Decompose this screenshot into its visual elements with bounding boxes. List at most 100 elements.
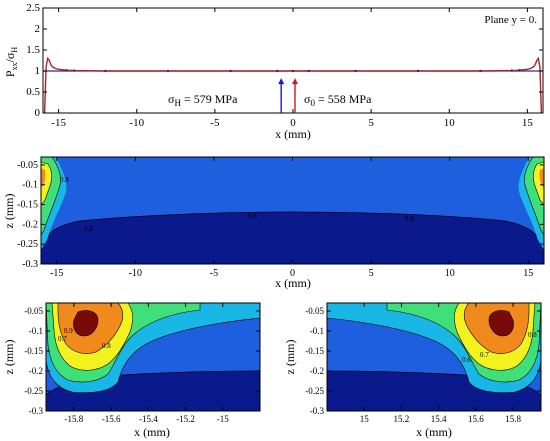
x-tick-label: 15.8 xyxy=(505,414,521,424)
sigma-h-arrow-head xyxy=(278,78,285,85)
y-tick-label: -0.3 xyxy=(22,259,38,270)
zoom-left-contour-label-2: 0.7 xyxy=(58,335,67,343)
series-point xyxy=(307,69,310,73)
x-tick-label: -5 xyxy=(210,117,220,129)
series-red-line xyxy=(43,56,543,113)
y-tick-label: -0.1 xyxy=(310,326,324,336)
x-tick-label: 15.2 xyxy=(394,414,410,424)
zoom-right-contour-label-2: 0.7 xyxy=(480,351,489,359)
sigma-h-label: σH = 579 MPa xyxy=(168,92,238,108)
series-point xyxy=(479,69,482,73)
bottom-right-plot-frame xyxy=(326,302,542,412)
y-tick-label: -0.3 xyxy=(310,406,325,416)
x-tick-label: 10 xyxy=(445,268,455,279)
top-plot-curves xyxy=(43,56,543,113)
series-markers xyxy=(65,68,521,73)
y-tick-label: 2 xyxy=(35,23,41,35)
top-plot-frame xyxy=(42,7,544,114)
x-tick-label: 15.6 xyxy=(468,414,484,424)
y-tick-label: -0.1 xyxy=(29,326,43,336)
contour-region-deep xyxy=(41,211,544,264)
bottom-right-contour-fill xyxy=(327,303,541,411)
top-y-axis-label: Pxx/σH xyxy=(3,47,19,78)
y-tick-label: -0.25 xyxy=(17,239,38,250)
y-tick-label: 1 xyxy=(35,65,41,77)
x-tick-label: -5 xyxy=(210,268,218,279)
x-tick-label: -10 xyxy=(129,268,142,279)
series-point xyxy=(510,69,513,72)
series-point xyxy=(104,69,107,73)
series-point xyxy=(416,69,420,73)
series-point xyxy=(166,69,170,73)
x-tick-label: 5 xyxy=(368,117,374,129)
x-tick-label: -15 xyxy=(51,117,66,129)
x-tick-label: 15 xyxy=(523,268,533,279)
y-tick-label: -0.15 xyxy=(305,346,324,356)
x-tick-label: -15.2 xyxy=(176,414,195,424)
middle-contour-label-2: 0.8 xyxy=(248,212,257,220)
sigma-0-label: σ0 = 558 MPa xyxy=(304,92,372,108)
series-point xyxy=(73,69,76,72)
top-line-panel: -15 -10 -5 0 5 10 15 0 0.5 1 1.5 2 2.5 σH = 579 MPa… xyxy=(3,2,544,141)
series-point xyxy=(518,68,521,72)
y-tick-label: -0.3 xyxy=(29,406,44,416)
bottom-left-x-axis-label: x (mm) xyxy=(134,425,170,439)
y-tick-label: -0.15 xyxy=(24,346,43,356)
bottom-left-x-ticks: -15.8 -15.6 -15.4 -15.2 -15 xyxy=(65,303,229,424)
y-tick-label: 1.5 xyxy=(26,44,40,56)
top-x-ticks: -15 -10 -5 0 5 10 15 xyxy=(51,8,533,129)
series-point xyxy=(354,69,357,73)
contour-region-right-orange xyxy=(539,168,544,188)
bottom-right-y-ticks: -0.05 -0.1 -0.15 -0.2 -0.25 -0.3 xyxy=(305,306,541,416)
bottom-left-contour-fill xyxy=(46,303,260,411)
middle-contour-label-3: 0.8 xyxy=(405,215,414,223)
x-tick-label: 5 xyxy=(369,268,374,279)
middle-contour-label-4: 0.8 xyxy=(60,176,69,184)
bottom-left-contour-panel: 0.9 0.7 0.8 -15.8 -15.6 -15.4 -15.2 -15 -0.0… xyxy=(2,302,261,439)
bottom-right-x-axis-label: x (mm) xyxy=(416,425,452,439)
y-tick-label: 0 xyxy=(35,107,41,119)
y-tick-label: -0.1 xyxy=(22,180,38,191)
y-tick-label: -0.15 xyxy=(17,200,38,211)
sigma-0-arrow-head xyxy=(292,78,298,85)
x-tick-label: 15 xyxy=(360,414,370,424)
x-tick-label: 0 xyxy=(290,117,296,129)
zoom-left-contour-label-3: 0.8 xyxy=(102,342,111,350)
x-tick-label: 15 xyxy=(522,117,534,129)
series-point xyxy=(291,69,295,73)
y-tick-label: -0.05 xyxy=(24,306,43,316)
middle-x-axis-label: x (mm) xyxy=(275,276,311,290)
zoom-right-contour-label-3: 0.8 xyxy=(528,331,537,339)
bottom-right-contour-panel: 0.6 0.7 0.8 15 15.2 15.4 15.6 15.8 -0.05 -0.1… xyxy=(283,302,542,439)
x-tick-label: -10 xyxy=(129,117,144,129)
x-tick-label: -15.4 xyxy=(139,414,158,424)
contour-region-left-orange xyxy=(41,168,46,188)
bottom-right-y-axis-label: z (mm) xyxy=(283,340,297,375)
y-tick-label: -0.2 xyxy=(310,366,324,376)
series-point xyxy=(229,69,232,73)
series-point xyxy=(65,68,68,72)
x-tick-label: -15 xyxy=(50,268,63,279)
zoom-right-contour-label-1: 0.6 xyxy=(462,356,471,364)
y-tick-label: -0.05 xyxy=(305,306,324,316)
x-tick-label: 10 xyxy=(444,117,456,129)
x-tick-label: 0 xyxy=(290,268,295,279)
x-tick-label: -15.6 xyxy=(102,414,121,424)
x-tick-label: 15.4 xyxy=(431,414,447,424)
zoom-right-region-darkred xyxy=(488,310,514,337)
middle-y-ticks: -0.05 -0.1 -0.15 -0.2 -0.25 -0.3 xyxy=(17,160,544,270)
x-tick-label: -15.8 xyxy=(65,414,84,424)
zoom-left-region-darkred xyxy=(73,310,99,337)
sigma-h-arrow xyxy=(278,78,285,113)
y-tick-label: -0.05 xyxy=(17,160,38,171)
y-tick-label: -0.25 xyxy=(305,386,324,396)
middle-contour-label-1: 0.8 xyxy=(84,225,93,233)
sigma-0-arrow xyxy=(292,78,298,113)
middle-y-axis-label: z (mm) xyxy=(2,194,16,229)
bottom-left-plot-frame xyxy=(45,302,261,412)
bottom-left-y-ticks: -0.05 -0.1 -0.15 -0.2 -0.25 -0.3 xyxy=(24,306,260,416)
y-tick-label: 0.5 xyxy=(26,86,40,98)
top-x-axis-label: x (mm) xyxy=(275,127,311,141)
plane-annotation: Plane y = 0. xyxy=(484,14,537,26)
